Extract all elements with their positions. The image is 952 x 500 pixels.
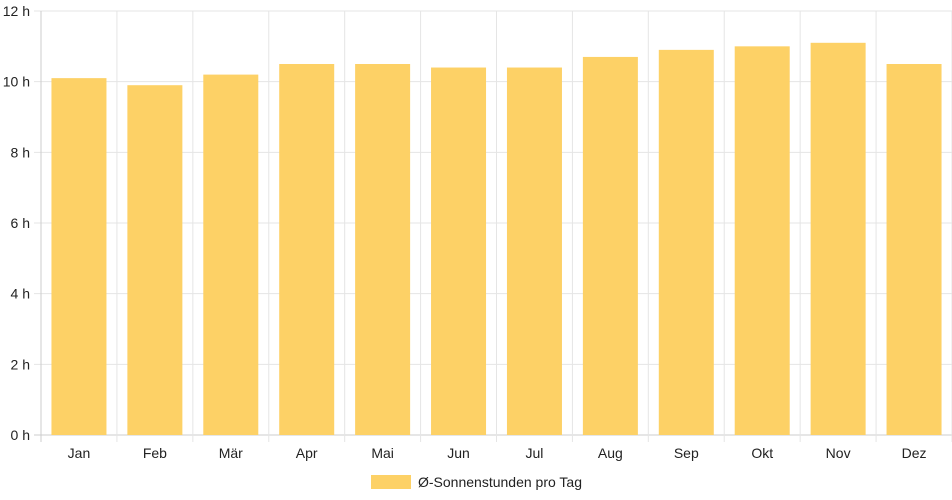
bar[interactable] — [127, 85, 183, 435]
x-tick-label: Dez — [902, 445, 927, 461]
y-tick-label: 2 h — [11, 356, 30, 372]
x-axis-ticks: Jan Feb Mär Apr Mai Jun Jul Aug Sep Okt Nov Dez — [68, 445, 927, 461]
bar[interactable] — [810, 42, 866, 436]
y-tick-label: 12 h — [3, 3, 30, 19]
grid-lines — [34, 10, 952, 442]
x-tick-label: Mai — [371, 445, 394, 461]
y-tick-label: 8 h — [11, 144, 30, 160]
x-tick-label: Aug — [598, 445, 623, 461]
x-tick-label: Jun — [447, 445, 470, 461]
x-tick-label: Jan — [68, 445, 91, 461]
bar[interactable] — [506, 67, 562, 436]
y-tick-label: 10 h — [3, 74, 30, 90]
bar[interactable] — [51, 78, 107, 435]
bar[interactable] — [658, 49, 714, 435]
y-tick-label: 6 h — [11, 215, 30, 231]
x-tick-label: Nov — [826, 445, 851, 461]
legend-swatch[interactable] — [371, 475, 411, 489]
x-tick-label: Apr — [296, 445, 318, 461]
x-tick-label: Jul — [526, 445, 544, 461]
bar[interactable] — [582, 56, 638, 435]
legend-label[interactable]: Ø-Sonnenstunden pro Tag — [418, 474, 582, 490]
x-tick-label: Mär — [219, 445, 243, 461]
bar[interactable] — [355, 64, 411, 435]
bar-series — [51, 42, 942, 436]
legend[interactable]: Ø-Sonnenstunden pro Tag — [371, 474, 582, 490]
bar[interactable] — [203, 74, 259, 435]
y-axis-ticks: 0 h 2 h 4 h 6 h 8 h 10 h 12 h — [3, 3, 30, 443]
bar[interactable] — [734, 46, 790, 435]
x-tick-label: Sep — [674, 445, 699, 461]
x-tick-label: Okt — [751, 445, 773, 461]
bar[interactable] — [279, 64, 335, 435]
y-tick-label: 4 h — [11, 286, 30, 302]
bar[interactable] — [886, 64, 942, 435]
x-tick-label: Feb — [143, 445, 167, 461]
bar[interactable] — [431, 67, 487, 436]
y-tick-label: 0 h — [11, 427, 30, 443]
